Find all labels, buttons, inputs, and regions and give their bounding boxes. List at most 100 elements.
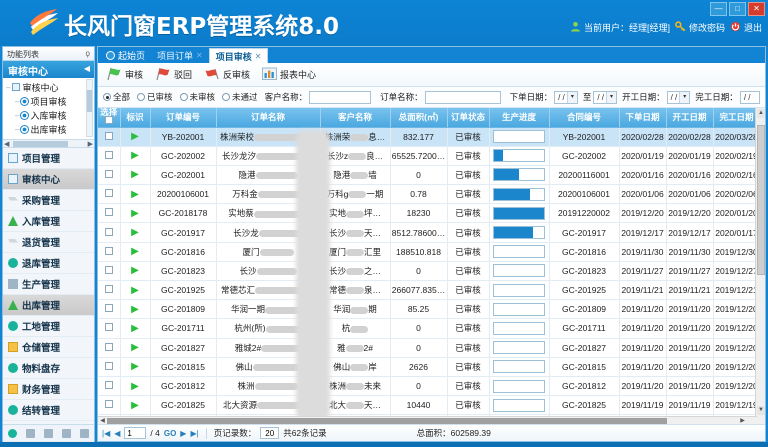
play-icon[interactable]: ▶ [131,227,139,239]
select-all-checkbox[interactable] [104,116,113,125]
table-row[interactable]: ▶ GC-201925 常德芯汇 常德 泉… 266077.835… 已审核 GC-20192… [98,280,765,301]
table-vertical-scrollbar[interactable]: ▲ ▼ [755,108,765,426]
close-icon[interactable]: ✕ [196,51,203,60]
change-password-button[interactable]: 修改密码 [675,21,725,34]
sidebar-item-audit-center[interactable]: 审核中心 [3,169,94,190]
unaudit-button[interactable]: 反审核 [204,67,250,83]
page-number-input[interactable] [124,427,147,439]
sidebar-item-finance-management[interactable]: 财务管理 [3,379,94,400]
row-checkbox[interactable] [104,169,113,178]
circle-icon[interactable] [7,428,17,438]
tree-node-outbound-audit[interactable]: – 出库审核 [6,122,94,136]
col-status[interactable]: 订单状态 [447,108,490,128]
tree-vertical-scrollbar[interactable] [86,79,93,137]
play-icon[interactable]: ▶ [131,169,139,181]
end-date-picker[interactable]: / / [739,90,761,104]
tree-horizontal-scrollbar[interactable]: ◀ ▶ [3,140,94,148]
sidebar-item-project-management[interactable]: 项目管理 [3,148,94,169]
play-icon[interactable]: ▶ [131,246,139,258]
play-icon[interactable]: ▶ [131,150,139,162]
table-row[interactable]: ▶ GC-2018178 实地蔡 实地 坪… 18230 已审核 20191220002 201… [98,203,765,224]
tab-project-audit[interactable]: 项目审核 ✕ [208,48,269,63]
scroll-up-icon[interactable]: ▲ [757,109,765,118]
first-page-icon[interactable]: |◀ [102,428,111,438]
row-checkbox[interactable] [104,323,113,332]
radio-not-passed[interactable]: 未通过 [222,91,258,103]
table-row[interactable]: ▶ 20200106001 万科金 万科g 一期 0.78 已审核 20200106001 20… [98,184,765,205]
sidebar-item-warehouse-management[interactable]: 仓储管理 [3,337,94,358]
play-icon[interactable]: ▶ [131,322,139,334]
order-date-from-picker[interactable]: / / ▾ [554,90,578,104]
row-checkbox[interactable] [104,265,113,274]
table-row[interactable]: ▶ GC-201711 杭州(所) 杭 0 已审核 GC-201711 2019/11/20 2… [98,318,765,339]
sidebar-item-outbound-management[interactable]: 出库管理 [3,295,94,316]
maximize-button[interactable]: □ [729,2,746,16]
report-center-button[interactable]: 报表中心 [262,67,316,83]
col-order-no[interactable]: 订单编号 [150,108,217,128]
tree-node-root[interactable]: – 审核中心 [6,80,94,94]
col-contract[interactable]: 合同编号 [549,108,620,128]
play-icon[interactable]: ▶ [131,399,139,411]
last-page-icon[interactable]: ▶| [190,428,199,438]
radio-unaudited[interactable]: 未审核 [179,91,215,103]
go-button[interactable]: GO [163,428,177,438]
radio-all[interactable]: 全部 [103,91,130,103]
play-icon[interactable]: ▶ [131,342,139,354]
expand-icon[interactable]: – [6,82,11,92]
col-select[interactable]: 选择 [98,108,121,128]
pin-icon[interactable]: ϙ [85,49,90,58]
col-order-date[interactable]: 下单日期 [619,108,667,128]
sidebar-item-material-inventory[interactable]: 物料盘存 [3,358,94,379]
play-icon[interactable]: ▶ [131,361,139,373]
tree-node-inbound-audit[interactable]: – 入库审核 [6,108,94,122]
table-row[interactable]: ▶ GC-201827 雅城2# 雅 2# 0 已审核 GC-201827 2019/11/20… [98,338,765,358]
order-name-input[interactable] [424,90,501,104]
calendar-icon[interactable]: ▾ [679,91,690,103]
tree-node-inbound-audit-rollback[interactable]: – 入库审核回退 [6,136,94,140]
sidebar-item-inbound-management[interactable]: 入库管理 [3,211,94,232]
person-icon[interactable] [62,428,72,438]
reject-button[interactable]: 驳回 [155,67,192,83]
table-row[interactable]: ▶ GC-201815 佛山 佛山岸 2626 已审核 GC-201815 2019/11/2… [98,357,765,377]
row-checkbox[interactable] [104,400,113,409]
next-page-icon[interactable]: ▶ [180,428,187,438]
scroll-right-icon[interactable]: ▶ [740,418,745,424]
table-row[interactable]: ▶ GC-201825 北大资源 北大 天… 10440 已审核 GC-201825 2019/… [98,395,765,416]
col-end-date[interactable]: 完工日期 [713,108,761,128]
scroll-right-icon[interactable]: ▶ [87,141,93,148]
tab-project-order[interactable]: 项目订单 ✕ [151,48,209,63]
table-row[interactable]: ▶ GC-201816 厦门 厦门 汇里 188510.818 已审核 GC-201816 20… [98,242,765,262]
row-checkbox[interactable] [104,131,113,140]
leaf-icon[interactable] [43,428,53,438]
row-checkbox[interactable] [104,246,113,255]
tree-node-project-audit[interactable]: – 项目审核 [6,94,94,108]
order-date-to-picker[interactable]: / / ▾ [593,90,618,104]
cart-icon[interactable] [25,428,35,438]
customer-name-input[interactable] [309,90,372,104]
chevron-left-icon[interactable]: ◀ [83,64,90,73]
scroll-left-icon[interactable]: ◀ [4,141,10,148]
col-area[interactable]: 总面积(㎡) [390,108,448,128]
minimize-button[interactable]: — [710,2,727,16]
row-checkbox[interactable] [104,150,113,159]
calendar-icon[interactable]: ▾ [606,91,617,103]
row-checkbox[interactable] [104,285,113,294]
sidebar-item-stock-return-management[interactable]: 退库管理 [3,253,94,274]
audit-button[interactable]: 审核 [106,67,143,83]
table-row[interactable]: ▶ GC-201809 华润一期 华润期 85.25 已审核 GC-201809 2019/1… [98,299,765,320]
scroll-thumb[interactable] [757,125,765,275]
radio-audited[interactable]: 已审核 [137,91,173,103]
table-row[interactable]: ▶ YB-202001 株洲荣校 株洲荣 息… 832.177 已审核 YB-202001 20… [98,127,765,147]
play-icon[interactable]: ▶ [131,265,139,277]
col-order-name[interactable]: 订单名称 [216,108,321,128]
row-checkbox[interactable] [104,381,113,390]
table-horizontal-scrollbar[interactable]: ◀ ▶ [98,416,757,426]
play-icon[interactable]: ▶ [131,380,139,392]
list-icon[interactable] [80,428,90,438]
col-flag[interactable]: 标识 [120,108,151,128]
play-icon[interactable]: ▶ [131,207,139,219]
play-icon[interactable]: ▶ [131,303,139,315]
play-icon[interactable]: ▶ [131,284,139,296]
prev-page-icon[interactable]: ◀ [114,428,121,438]
row-checkbox[interactable] [104,304,113,313]
